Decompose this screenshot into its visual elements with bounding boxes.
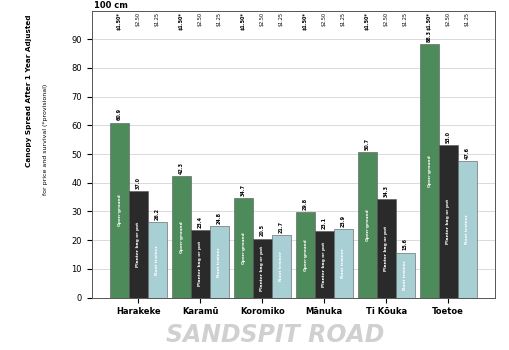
Text: $1.50*: $1.50* <box>426 12 431 30</box>
Bar <box>148 222 166 298</box>
Text: $1.50*: $1.50* <box>240 12 245 30</box>
Text: 29.8: 29.8 <box>302 197 307 210</box>
Text: 26.2: 26.2 <box>154 208 159 220</box>
Text: Root trainer: Root trainer <box>464 214 468 244</box>
Bar <box>172 176 190 298</box>
Text: Planter bag or pot: Planter bag or pot <box>198 241 202 287</box>
Text: $2.50: $2.50 <box>197 12 203 26</box>
Bar <box>190 230 209 298</box>
Bar <box>314 231 333 298</box>
Text: 24.8: 24.8 <box>216 212 221 224</box>
Text: $1.25: $1.25 <box>464 12 469 26</box>
Bar <box>234 198 252 298</box>
Text: Open-ground: Open-ground <box>179 220 183 253</box>
Text: $2.50: $2.50 <box>259 12 264 26</box>
Text: 100 cm: 100 cm <box>93 1 127 10</box>
Text: $2.50: $2.50 <box>445 12 450 26</box>
Text: 42.3: 42.3 <box>179 162 183 174</box>
Text: Open-ground: Open-ground <box>364 209 369 241</box>
Text: Planter bag or pot: Planter bag or pot <box>136 222 140 267</box>
Text: Planter bag or pot: Planter bag or pot <box>322 242 326 287</box>
Text: Open-ground: Open-ground <box>303 238 307 271</box>
Text: Canopy Spread After 1 Year Adjusted: Canopy Spread After 1 Year Adjusted <box>26 15 32 167</box>
Bar <box>109 123 129 298</box>
Bar <box>271 235 290 298</box>
Text: Planter bag or pot: Planter bag or pot <box>260 245 264 290</box>
Text: 34.7: 34.7 <box>240 184 245 196</box>
Bar <box>252 239 271 298</box>
Text: SANDSPIT ROAD: SANDSPIT ROAD <box>166 322 384 346</box>
Text: $1.25: $1.25 <box>154 12 159 26</box>
Text: 23.9: 23.9 <box>340 215 345 226</box>
Bar <box>419 44 438 298</box>
Text: 15.6: 15.6 <box>402 238 407 251</box>
Text: 47.6: 47.6 <box>464 147 469 159</box>
Bar <box>376 199 395 298</box>
Text: $2.50: $2.50 <box>135 12 140 26</box>
Text: Open-ground: Open-ground <box>241 231 245 264</box>
Text: Open-ground: Open-ground <box>117 194 121 226</box>
Text: Root trainer: Root trainer <box>403 260 406 290</box>
Text: 20.5: 20.5 <box>259 224 264 236</box>
Text: Root trainer: Root trainer <box>155 245 159 275</box>
Bar <box>209 226 228 298</box>
Text: $1.50*: $1.50* <box>117 12 122 30</box>
Text: Open-ground: Open-ground <box>427 154 431 187</box>
Text: Planter bag or pot: Planter bag or pot <box>383 226 387 271</box>
Bar <box>457 161 476 298</box>
Text: $2.50: $2.50 <box>383 12 388 26</box>
Bar <box>295 212 314 298</box>
Bar <box>129 191 148 298</box>
Text: $1.25: $1.25 <box>402 12 407 26</box>
Bar <box>438 145 457 298</box>
Text: $1.25: $1.25 <box>216 12 221 26</box>
Bar <box>357 152 376 298</box>
Text: 34.3: 34.3 <box>383 185 388 197</box>
Text: 23.4: 23.4 <box>197 216 203 228</box>
Text: 37.0: 37.0 <box>135 177 140 189</box>
Text: Root trainer: Root trainer <box>278 251 282 281</box>
Text: $1.50*: $1.50* <box>364 12 369 30</box>
Text: $1.50*: $1.50* <box>302 12 307 30</box>
Text: 21.7: 21.7 <box>278 221 283 233</box>
Text: $1.25: $1.25 <box>340 12 345 26</box>
Bar <box>395 253 414 298</box>
Text: 50.7: 50.7 <box>364 138 369 150</box>
Text: 53.0: 53.0 <box>445 131 450 143</box>
Text: Root trainer: Root trainer <box>341 248 345 278</box>
Text: Planter bag or pot: Planter bag or pot <box>445 199 449 244</box>
Text: 60.9: 60.9 <box>117 108 122 120</box>
Bar <box>333 229 352 298</box>
Text: Root trainer: Root trainer <box>217 247 221 277</box>
Text: for price and survival (*provisional): for price and survival (*provisional) <box>43 84 48 195</box>
Text: $1.25: $1.25 <box>278 12 283 26</box>
Text: 88.3: 88.3 <box>426 30 431 42</box>
Text: $2.50: $2.50 <box>321 12 326 26</box>
Text: $1.50*: $1.50* <box>179 12 183 30</box>
Text: 23.1: 23.1 <box>321 217 326 229</box>
